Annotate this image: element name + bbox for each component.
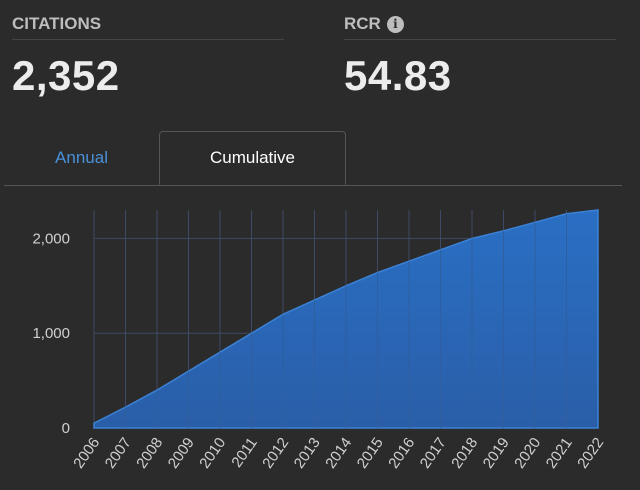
x-tick-label: 2016 xyxy=(385,435,418,472)
x-tick-label: 2021 xyxy=(543,435,576,472)
x-tick-label: 2006 xyxy=(70,435,103,472)
x-tick-label: 2018 xyxy=(448,435,481,472)
y-tick-label: 0 xyxy=(62,420,70,437)
citations-metric: CITATIONS 2,352 xyxy=(12,14,284,100)
rcr-label-text: RCR xyxy=(344,14,381,33)
citations-label-text: CITATIONS xyxy=(12,14,102,33)
x-tick-label: 2010 xyxy=(196,435,229,472)
tab-annual[interactable]: Annual xyxy=(55,148,108,167)
x-tick-label: 2019 xyxy=(480,435,513,472)
y-tick-label: 2,000 xyxy=(32,230,70,247)
x-tick-label: 2012 xyxy=(259,435,292,472)
chart-tabs: Annual Cumulative xyxy=(4,131,622,186)
rcr-label: RCR i xyxy=(344,14,616,40)
x-tick-label: 2014 xyxy=(322,435,355,472)
x-tick-label: 2017 xyxy=(417,435,450,472)
citations-label: CITATIONS xyxy=(12,14,284,40)
rcr-metric: RCR i 54.83 xyxy=(344,14,616,100)
x-tick-label: 2022 xyxy=(574,435,607,472)
rcr-value: 54.83 xyxy=(344,52,452,99)
info-icon[interactable]: i xyxy=(386,15,404,33)
x-tick-label: 2013 xyxy=(291,435,324,472)
x-tick-label: 2007 xyxy=(102,435,135,472)
y-tick-label: 1,000 xyxy=(32,325,70,342)
citations-value: 2,352 xyxy=(12,52,120,99)
x-tick-label: 2020 xyxy=(511,435,544,472)
x-tick-label: 2009 xyxy=(165,435,198,472)
x-tick-label: 2008 xyxy=(133,435,166,472)
x-tick-label: 2011 xyxy=(228,435,260,471)
tab-cumulative[interactable]: Cumulative xyxy=(159,131,346,185)
x-tick-label: 2015 xyxy=(354,435,387,472)
